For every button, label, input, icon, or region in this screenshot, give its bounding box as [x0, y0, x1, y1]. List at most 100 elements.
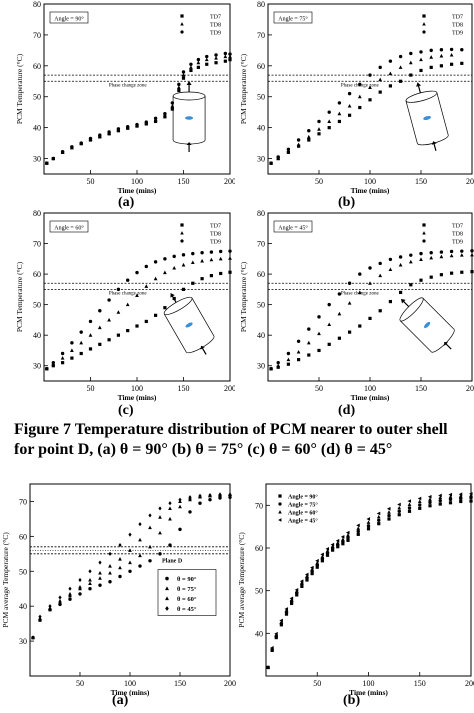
data-point	[178, 497, 182, 502]
data-point	[276, 155, 280, 159]
data-point	[148, 559, 152, 563]
series-2	[44, 54, 232, 165]
data-point	[310, 565, 314, 570]
data-point	[439, 64, 443, 68]
data-point	[418, 503, 422, 507]
flow-arrow	[201, 347, 207, 355]
data-point	[266, 665, 270, 670]
x-axis-label: Time (mins)	[351, 393, 390, 402]
data-point	[340, 535, 345, 539]
data-point	[88, 347, 93, 351]
data-point	[200, 277, 204, 281]
x-tick-label: 200	[466, 384, 474, 393]
y-tick-label: 60	[19, 532, 27, 541]
sublabel-e: (a)	[112, 693, 129, 708]
series-3	[45, 51, 232, 165]
data-point	[458, 492, 463, 497]
data-point	[128, 569, 132, 573]
phase-change-label: Phase change zone	[109, 291, 148, 296]
data-point	[196, 65, 200, 69]
data-point	[409, 283, 413, 287]
x-tick-label: 200	[466, 177, 474, 186]
data-point	[388, 299, 392, 304]
legend-label: θ = 90°	[177, 576, 197, 583]
y-tick-label: 70	[33, 31, 41, 40]
data-point	[204, 57, 209, 62]
y-tick-label: 40	[257, 124, 265, 133]
data-point	[128, 548, 132, 552]
data-point	[310, 567, 314, 571]
data-point	[223, 51, 228, 56]
legend-marker	[165, 596, 169, 601]
data-point	[399, 290, 403, 295]
data-point	[163, 270, 167, 275]
data-point	[70, 145, 74, 149]
data-point	[300, 580, 304, 585]
data-point	[388, 84, 392, 88]
plane-annotation: Plane D	[162, 559, 183, 565]
data-point	[60, 150, 65, 154]
y-axis-label: PCM average Temperature (°C)	[1, 532, 10, 628]
y-tick-label: 50	[19, 567, 27, 576]
data-point	[79, 330, 83, 334]
data-point	[270, 645, 274, 650]
data-point	[429, 251, 433, 255]
data-point	[60, 356, 65, 360]
y-tick-label: 30	[257, 362, 265, 371]
x-tick-label: 100	[364, 384, 376, 393]
data-point	[378, 90, 382, 94]
legend-label: θ = 75°	[177, 586, 197, 593]
flow-arrow-head	[416, 82, 421, 87]
data-point	[168, 543, 172, 547]
data-point	[279, 620, 284, 624]
data-point	[297, 144, 301, 148]
data-point	[468, 491, 473, 496]
data-point	[366, 524, 371, 528]
data-point	[135, 122, 139, 127]
angle-label: Angle = 45°	[278, 225, 308, 232]
data-point	[307, 327, 311, 331]
y-tick-label: 40	[19, 602, 27, 611]
data-point	[163, 257, 167, 261]
data-point	[223, 59, 227, 63]
data-point	[158, 530, 162, 535]
data-point	[317, 132, 321, 136]
y-tick-label: 40	[33, 331, 41, 340]
series-1	[31, 495, 232, 640]
data-point	[358, 82, 362, 87]
y-tick-label: 50	[257, 301, 265, 310]
flow-arrow	[445, 342, 452, 350]
data-point	[108, 563, 112, 568]
data-point	[419, 257, 423, 261]
x-tick-label: 150	[414, 679, 426, 688]
data-point	[296, 349, 301, 354]
phase-change-label: Phase change zone	[109, 83, 148, 88]
data-point	[368, 98, 372, 102]
cylinder-top	[172, 91, 206, 101]
data-point	[269, 161, 273, 165]
data-point	[348, 330, 352, 334]
flow-arrow	[402, 300, 410, 308]
data-point	[205, 54, 209, 59]
series-3	[45, 249, 232, 371]
x-axis-label: Time (mins)	[118, 393, 157, 402]
chart-svg-a: 50 100 150 200 30 40 50 60 70 80 Time (mins) PCM Te…	[15, 0, 236, 195]
data-point	[387, 510, 391, 514]
x-tick-label: 200	[224, 679, 236, 688]
data-point	[439, 254, 444, 259]
legend-marker	[422, 223, 426, 227]
y-tick-label: 50	[255, 587, 263, 596]
legend-label: Angle = 75°	[288, 502, 318, 509]
angle-label: Angle = 75°	[278, 16, 308, 23]
cylinder-side	[436, 92, 449, 136]
data-point	[297, 358, 301, 362]
data-point	[78, 577, 82, 583]
series-2	[269, 52, 454, 165]
data-point	[366, 517, 371, 521]
data-point	[214, 61, 218, 65]
flow-arrow-head	[444, 341, 448, 346]
data-point	[88, 581, 92, 586]
data-point	[144, 120, 148, 124]
x-tick-label: 200	[224, 384, 235, 393]
x-tick-label: 150	[178, 177, 190, 186]
